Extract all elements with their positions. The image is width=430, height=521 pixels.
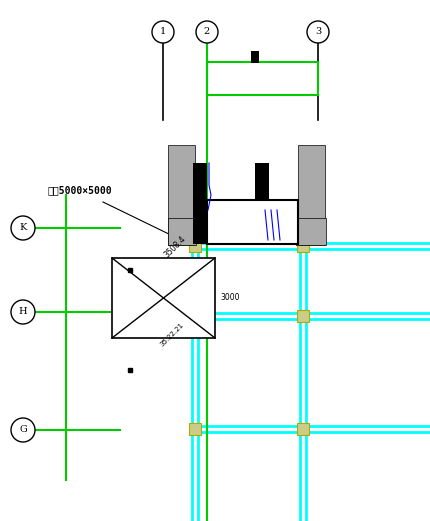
Ellipse shape <box>11 418 35 442</box>
Ellipse shape <box>307 21 329 43</box>
Text: 3000: 3000 <box>220 293 240 303</box>
Bar <box>193 163 207 244</box>
Bar <box>189 423 201 435</box>
Text: 2: 2 <box>204 28 210 36</box>
Bar <box>297 240 309 252</box>
Text: G: G <box>19 426 27 435</box>
Text: 打桌5000×5000: 打桌5000×5000 <box>48 185 113 195</box>
Text: K: K <box>19 224 27 232</box>
Bar <box>189 310 201 322</box>
Text: 3: 3 <box>315 28 321 36</box>
Bar <box>297 310 309 322</box>
Bar <box>297 423 309 435</box>
Text: H: H <box>18 307 28 316</box>
Ellipse shape <box>196 21 218 43</box>
Text: 35.22.21: 35.22.21 <box>159 322 185 348</box>
Ellipse shape <box>11 300 35 324</box>
Text: 3508.4: 3508.4 <box>163 234 187 259</box>
Text: s: s <box>253 53 257 61</box>
Bar <box>296 218 326 245</box>
Bar <box>168 218 196 245</box>
Bar <box>207 200 298 244</box>
Bar <box>298 145 325 245</box>
Ellipse shape <box>152 21 174 43</box>
Bar <box>189 240 201 252</box>
Text: 1: 1 <box>160 28 166 36</box>
Bar <box>255 163 269 244</box>
Bar <box>168 145 195 245</box>
Ellipse shape <box>11 216 35 240</box>
Bar <box>112 258 215 338</box>
